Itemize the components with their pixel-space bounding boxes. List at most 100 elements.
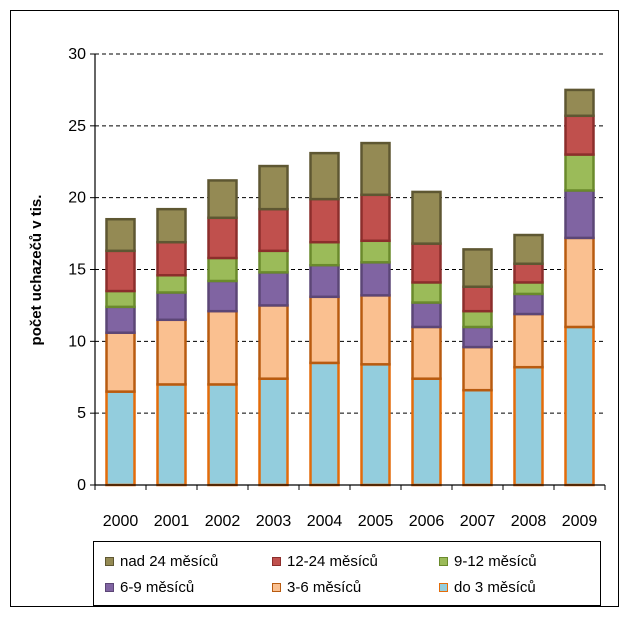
bar-segment xyxy=(462,285,493,313)
bar-segment xyxy=(156,383,187,487)
bar-segment xyxy=(360,193,391,243)
bar-segment xyxy=(105,390,136,487)
bar-segment xyxy=(207,216,238,260)
legend-item: 9-12 měsíců xyxy=(439,551,537,571)
bar-segment xyxy=(513,281,544,296)
bar-segment xyxy=(207,256,238,283)
bar-segment xyxy=(564,189,595,240)
bar-segment xyxy=(105,305,136,334)
bar-segment xyxy=(411,242,442,284)
x-tick-label: 2000 xyxy=(103,513,139,530)
y-tick-label: 30 xyxy=(68,46,86,63)
bar-segment xyxy=(411,325,442,380)
y-tick-label: 0 xyxy=(77,477,86,494)
bar-segment xyxy=(258,271,289,307)
bar-segment xyxy=(105,249,136,293)
bar-segment xyxy=(258,164,289,211)
bar-segment xyxy=(513,262,544,284)
bar-segment xyxy=(156,318,187,386)
y-tick-label: 5 xyxy=(77,405,86,422)
bar-segment xyxy=(309,295,340,365)
bar-segment xyxy=(564,88,595,118)
legend-swatch xyxy=(272,556,281,566)
bars xyxy=(105,88,595,487)
bar-segment xyxy=(360,363,391,487)
legend: nad 24 měsíců 12-24 měsíců 9-12 měsíců 6-9 … xyxy=(93,541,601,606)
bar-segment xyxy=(309,263,340,299)
y-tick-label: 25 xyxy=(68,118,86,135)
bar-segment xyxy=(462,248,493,288)
x-tick-label: 2006 xyxy=(409,513,445,530)
bar-segment xyxy=(564,114,595,156)
bar-segment xyxy=(513,365,544,487)
legend-item: 12-24 měsíců xyxy=(272,551,378,571)
x-tick-label: 2003 xyxy=(256,513,292,530)
legend-item: nad 24 měsíců xyxy=(105,551,218,571)
legend-swatch xyxy=(272,582,281,592)
legend-label: nad 24 měsíců xyxy=(120,552,219,570)
legend-label: do 3 měsíců xyxy=(454,578,536,596)
bar-segment xyxy=(513,233,544,266)
legend-item: 6-9 měsíců xyxy=(105,577,194,597)
x-tick-label: 2005 xyxy=(358,513,394,530)
x-tick-label: 2002 xyxy=(205,513,241,530)
bar-segment xyxy=(309,197,340,244)
bar-segment xyxy=(411,301,442,329)
legend-item: do 3 měsíců xyxy=(439,577,536,597)
bar-segment xyxy=(105,217,136,253)
bar-segment xyxy=(207,279,238,313)
bar-segment xyxy=(258,207,289,253)
bar-segment xyxy=(156,207,187,244)
bar-segment xyxy=(564,153,595,192)
legend-swatch xyxy=(439,556,448,566)
legend-swatch xyxy=(439,582,448,592)
bar-segment xyxy=(411,281,442,304)
bar-segment xyxy=(360,239,391,264)
legend-label: 12-24 měsíců xyxy=(287,552,378,570)
x-tick-label: 2001 xyxy=(154,513,190,530)
bar-segment xyxy=(411,377,442,487)
bar-segment xyxy=(462,309,493,329)
axes: 0 5 10 15 20 25 30 2000 2001 2002 2003 2004 2005 2006… xyxy=(68,46,606,530)
x-tick-label: 2007 xyxy=(460,513,496,530)
y-tick-label: 15 xyxy=(68,262,86,279)
bar-segment xyxy=(105,289,136,309)
bar-segment xyxy=(258,249,289,274)
bar-segment xyxy=(309,240,340,267)
bar-segment xyxy=(309,361,340,487)
y-axis-label: počet uchazečů v tis. xyxy=(28,195,45,346)
legend-item: 3-6 měsíců xyxy=(272,577,361,597)
x-tick-label: 2004 xyxy=(307,513,343,530)
bar-segment xyxy=(105,331,136,393)
bar-segment xyxy=(564,325,595,487)
bar-segment xyxy=(207,309,238,386)
legend-label: 9-12 měsíců xyxy=(454,552,537,570)
bar-segment xyxy=(513,312,544,369)
y-tick-label: 20 xyxy=(68,190,86,207)
bar-segment xyxy=(513,292,544,316)
bar-segment xyxy=(462,325,493,349)
bar-segment xyxy=(411,190,442,245)
legend-label: 3-6 měsíců xyxy=(287,578,362,596)
bar-segment xyxy=(258,304,289,380)
stacked-bar-chart: počet uchazečů v tis. 0 5 10 15 20 25 30 2000 20… xyxy=(28,46,606,530)
legend-label: 6-9 měsíců xyxy=(120,578,195,596)
bar-segment xyxy=(309,151,340,201)
bar-segment xyxy=(207,383,238,487)
bar-segment xyxy=(156,240,187,277)
legend-swatch xyxy=(105,582,114,592)
bar-segment xyxy=(360,141,391,197)
legend-swatch xyxy=(105,556,114,566)
x-tick-label: 2009 xyxy=(562,513,598,530)
y-tick-label: 10 xyxy=(68,333,86,350)
bar-segment xyxy=(360,294,391,366)
bar-segment xyxy=(360,261,391,297)
bar-segment xyxy=(156,273,187,294)
x-tick-label: 2008 xyxy=(511,513,547,530)
bar-segment xyxy=(462,345,493,392)
bar-segment xyxy=(156,291,187,322)
bar-segment xyxy=(462,388,493,487)
bar-segment xyxy=(258,377,289,487)
bar-segment xyxy=(207,179,238,220)
bar-segment xyxy=(564,236,595,329)
